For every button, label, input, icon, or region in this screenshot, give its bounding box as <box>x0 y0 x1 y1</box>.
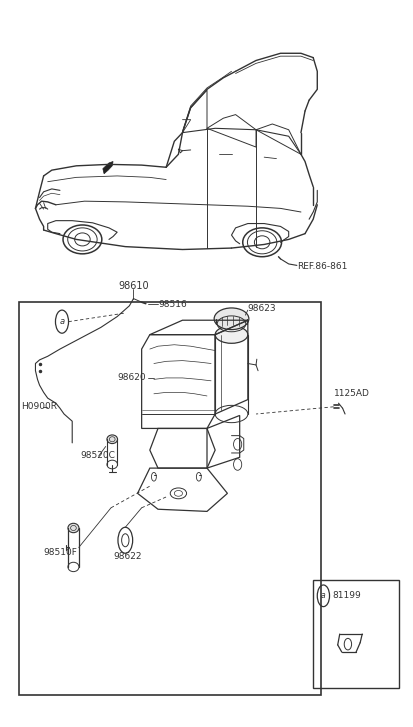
Ellipse shape <box>107 435 117 443</box>
Ellipse shape <box>214 308 248 329</box>
Ellipse shape <box>215 326 247 343</box>
Text: 98520C: 98520C <box>80 451 115 460</box>
Text: H0900R: H0900R <box>21 402 57 411</box>
Text: 98610: 98610 <box>118 281 148 291</box>
Text: 98622: 98622 <box>113 553 141 561</box>
Text: 1125AD: 1125AD <box>333 389 368 398</box>
Text: 98510F: 98510F <box>43 548 77 557</box>
Ellipse shape <box>68 523 79 533</box>
Polygon shape <box>102 161 113 174</box>
Bar <box>19 302 320 695</box>
Text: a: a <box>59 317 64 326</box>
Bar <box>313 580 398 688</box>
Text: REF.86-861: REF.86-861 <box>296 262 347 270</box>
Text: 98623: 98623 <box>247 304 276 313</box>
Text: 98620: 98620 <box>117 374 145 382</box>
Text: 81199: 81199 <box>332 591 361 601</box>
Text: 98516: 98516 <box>158 300 186 309</box>
Text: a: a <box>320 591 325 601</box>
